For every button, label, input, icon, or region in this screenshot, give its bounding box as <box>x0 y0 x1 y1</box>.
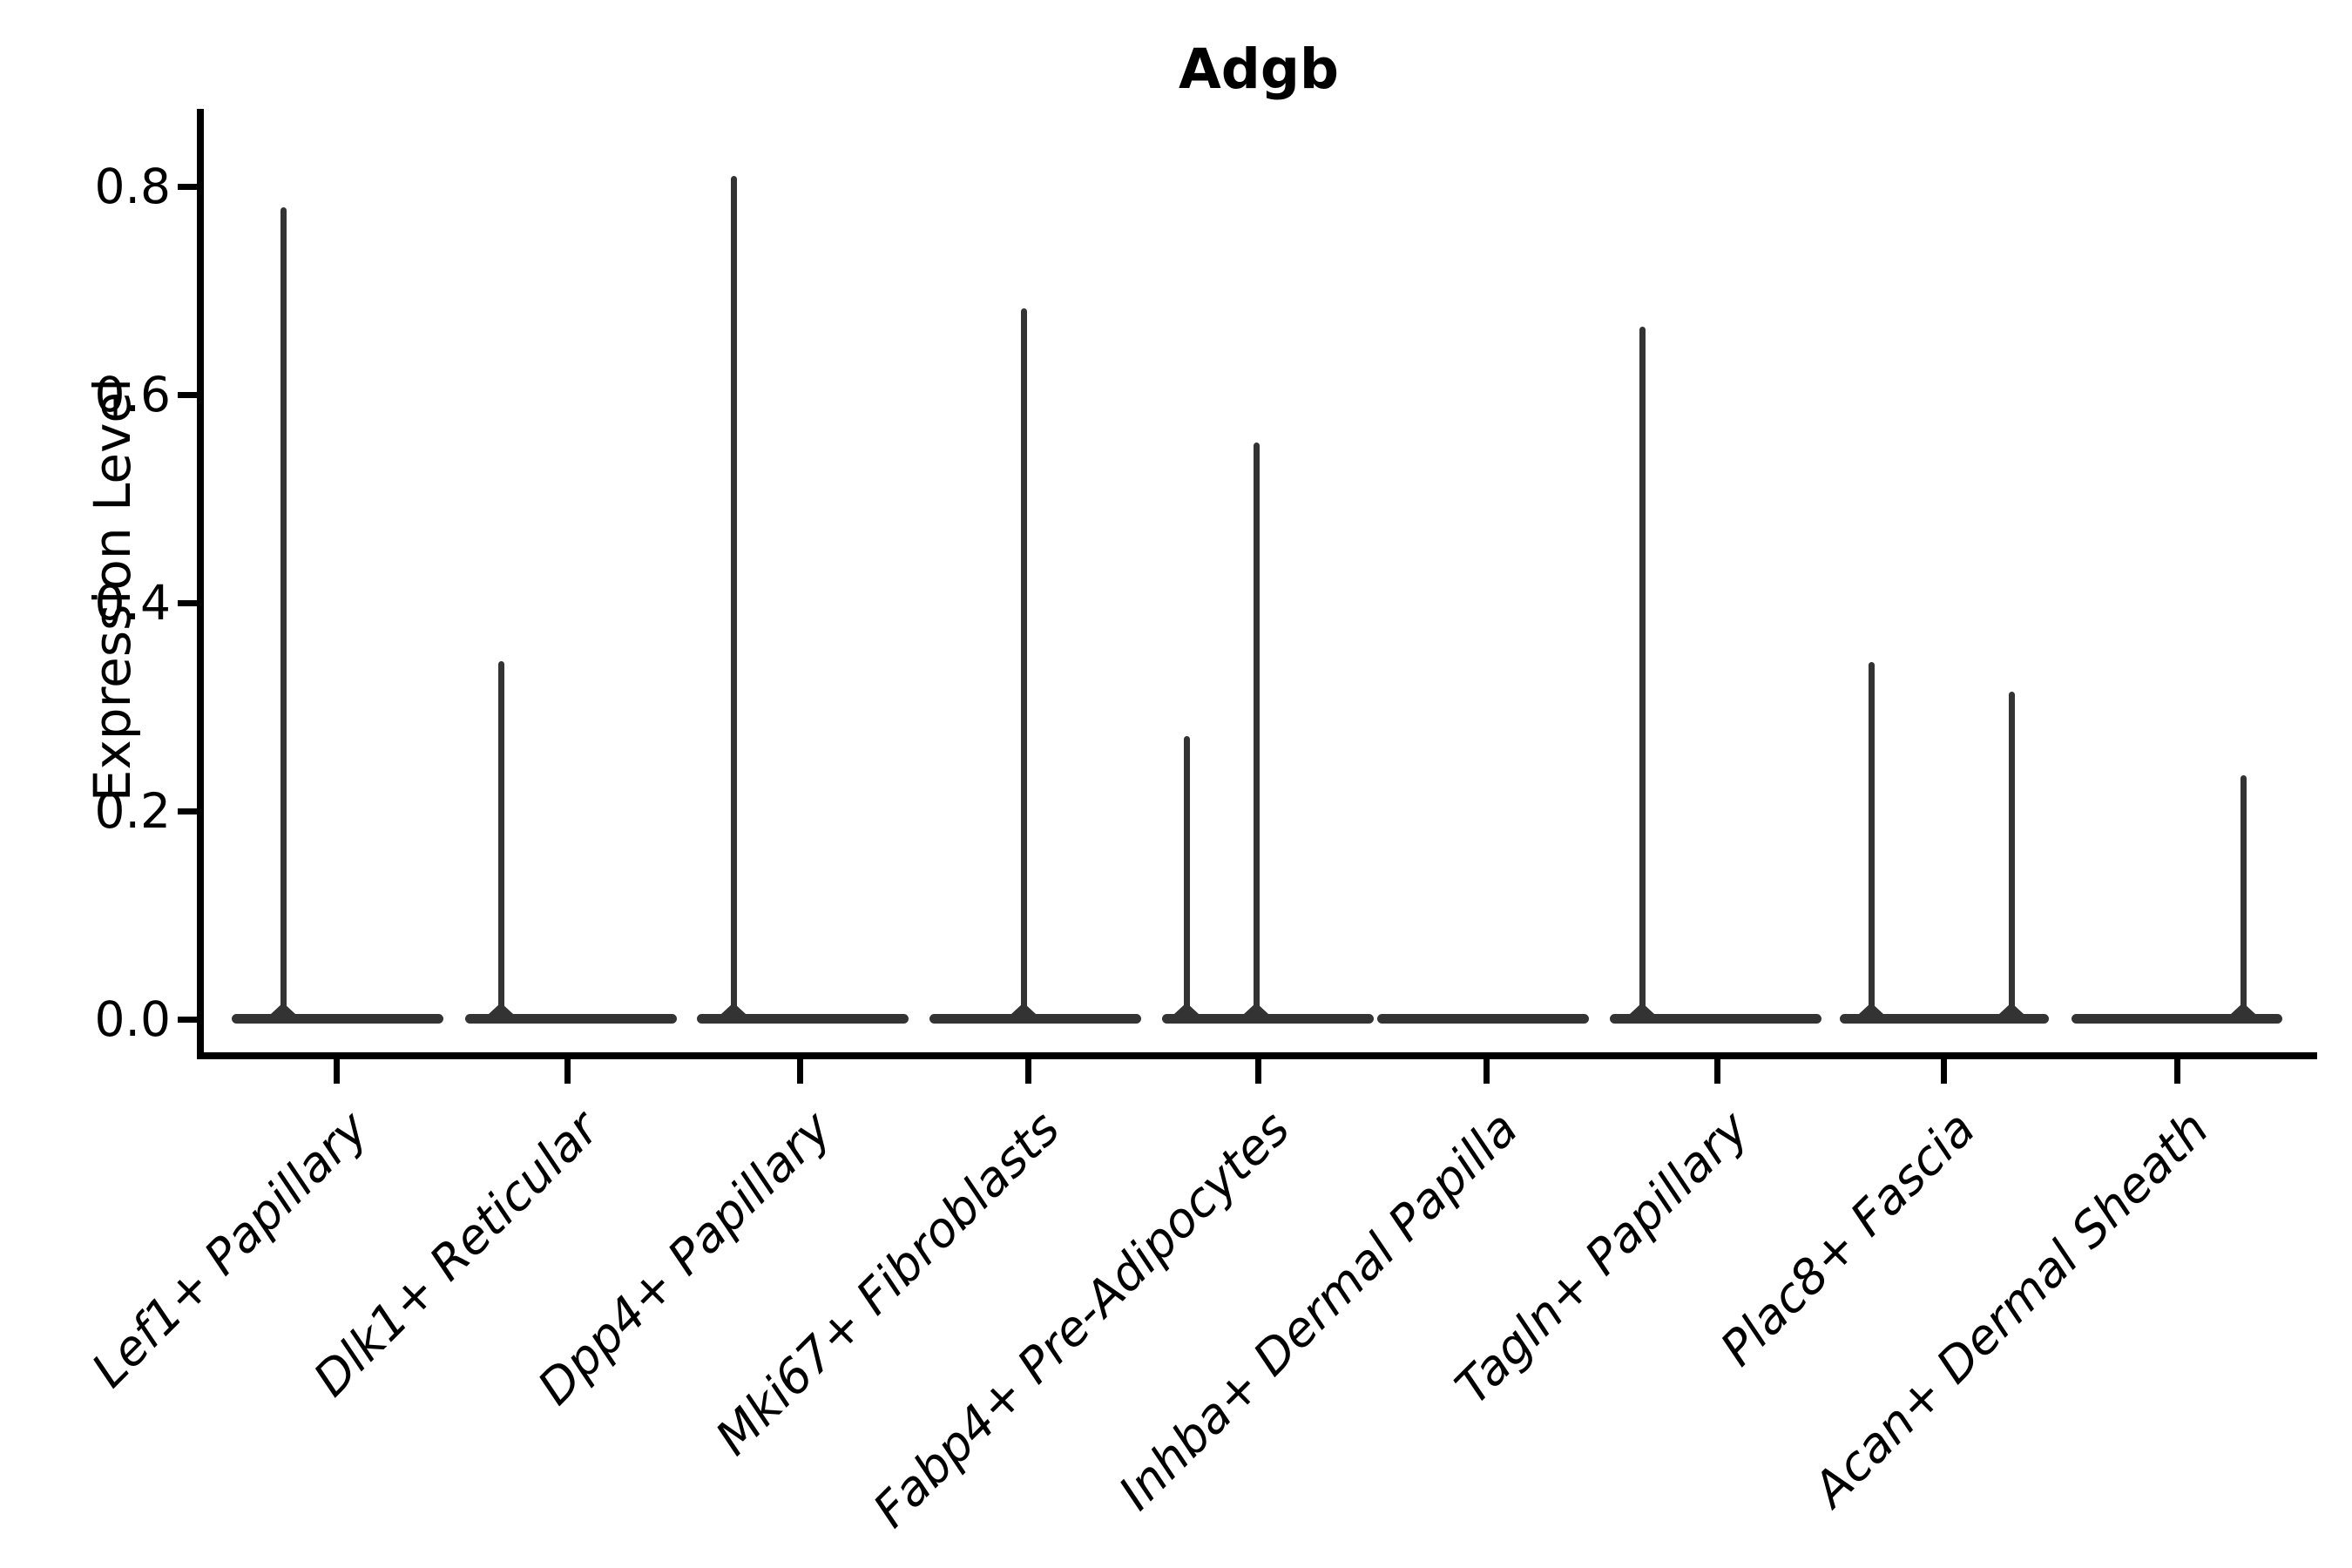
y-tick-label: 0.0 <box>94 991 171 1047</box>
y-tick-label: 0.2 <box>94 783 171 839</box>
violin-density-spike <box>2240 775 2247 1019</box>
x-tick-mark <box>797 1059 803 1084</box>
violin-density-spike <box>1639 327 1646 1019</box>
y-tick-mark <box>178 392 200 398</box>
y-axis-spine <box>197 109 204 1059</box>
violin-base-bulge <box>2231 1003 2255 1014</box>
violin-density-spike <box>1869 662 1875 1019</box>
violin-density-spike <box>498 660 504 1019</box>
violin-density-spike <box>2009 691 2015 1019</box>
violin-zero-bar <box>1377 1014 1589 1024</box>
violin-zero-bar <box>1610 1014 1821 1024</box>
y-tick-label: 0.4 <box>94 575 171 631</box>
violin-zero-bar <box>1840 1014 2049 1024</box>
y-tick-mark <box>178 1017 200 1023</box>
violin-base-bulge <box>1859 1003 1883 1014</box>
violin-density-spike <box>280 206 287 1019</box>
x-category-label: Inhba+ Dermal Papilla <box>1107 1100 1529 1521</box>
y-tick-mark <box>178 600 200 606</box>
y-tick-mark <box>178 808 200 814</box>
violin-density-spike <box>731 176 737 1019</box>
violin-zero-bar <box>929 1014 1141 1024</box>
violin-base-bulge <box>1999 1003 2024 1014</box>
x-tick-mark <box>1255 1059 1261 1084</box>
violin-zero-bar <box>2072 1014 2282 1024</box>
x-tick-mark <box>1025 1059 1031 1084</box>
violin-base-bulge <box>1011 1003 1036 1014</box>
y-tick-mark <box>178 184 200 190</box>
violin-density-spike <box>1254 442 1260 1019</box>
x-tick-mark <box>1941 1059 1947 1084</box>
violin-zero-bar <box>232 1014 443 1024</box>
x-tick-mark <box>2174 1059 2180 1084</box>
violin-density-spike <box>1021 308 1027 1019</box>
violin-density-spike <box>1184 735 1190 1019</box>
x-tick-mark <box>334 1059 340 1084</box>
x-category-label: Fabp4+ Pre-Adipocytes <box>862 1100 1301 1538</box>
violin-base-bulge <box>489 1003 513 1014</box>
chart-title: Adgb <box>1178 37 1340 101</box>
y-tick-label: 0.6 <box>94 367 171 422</box>
violin-base-bulge <box>721 1003 746 1014</box>
x-axis-spine <box>197 1052 2317 1059</box>
x-tick-mark <box>1714 1059 1720 1084</box>
y-tick-label: 0.8 <box>94 159 171 214</box>
x-tick-mark <box>1484 1059 1490 1084</box>
violin-base-bulge <box>1630 1003 1654 1014</box>
violin-zero-bar <box>697 1014 909 1024</box>
x-tick-mark <box>564 1059 571 1084</box>
violin-zero-bar <box>465 1014 677 1024</box>
violin-zero-bar <box>1162 1014 1374 1024</box>
x-category-label: Acan+ Dermal Sheath <box>1802 1100 2220 1517</box>
violin-base-bulge <box>1244 1003 1268 1014</box>
violin-base-bulge <box>1174 1003 1199 1014</box>
violin-base-bulge <box>271 1003 295 1014</box>
